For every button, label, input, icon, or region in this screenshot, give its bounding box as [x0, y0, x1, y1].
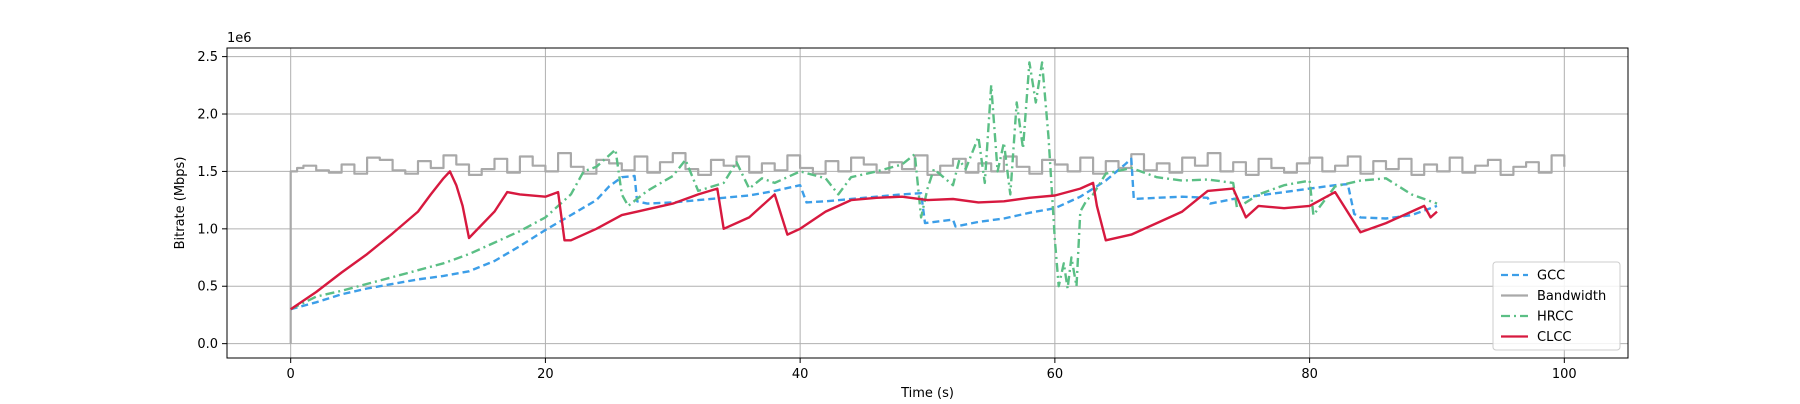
legend-label-gcc: GCC — [1537, 269, 1565, 284]
legend-label-hrcc: HRCC — [1537, 310, 1573, 325]
y-tick-label: 0.5 — [197, 280, 218, 295]
x-tick-label: 100 — [1552, 367, 1577, 382]
series-line-gcc — [290, 157, 1438, 311]
x-tick-label: 0 — [287, 367, 295, 382]
y-tick-label: 2.5 — [197, 50, 218, 65]
y-axis-label: Bitrate (Mbps) — [173, 157, 188, 250]
series-layer — [289, 61, 1566, 344]
y-tick-label: 0.0 — [197, 337, 218, 352]
grid — [227, 48, 1628, 358]
x-tick-label: 60 — [1047, 367, 1064, 382]
legend-label-clcc: CLCC — [1537, 330, 1571, 345]
y-tick-label: 1.0 — [197, 222, 218, 237]
axis-ticks: 0 20 40 60 80 100 0.0 0.5 1.0 1.5 2.0 2.5 — [197, 50, 1576, 382]
y-tick-label: 2.0 — [197, 108, 218, 123]
x-axis-label: Time (s) — [900, 386, 954, 400]
x-tick-label: 20 — [537, 367, 554, 382]
series-line-bandwidth — [289, 152, 1566, 344]
plot-frame — [226, 47, 1629, 359]
y-tick-label: 1.5 — [197, 165, 218, 180]
x-tick-label: 80 — [1301, 367, 1318, 382]
legend: GCC Bandwidth HRCC CLCC — [1492, 261, 1621, 351]
y-axis-offset-text: 1e6 — [227, 31, 252, 46]
legend-label-bandwidth: Bandwidth — [1537, 289, 1606, 304]
series-line-hrcc — [290, 61, 1438, 311]
legend-box — [1492, 261, 1621, 351]
x-tick-label: 40 — [792, 367, 809, 382]
series-line-clcc — [290, 170, 1438, 311]
